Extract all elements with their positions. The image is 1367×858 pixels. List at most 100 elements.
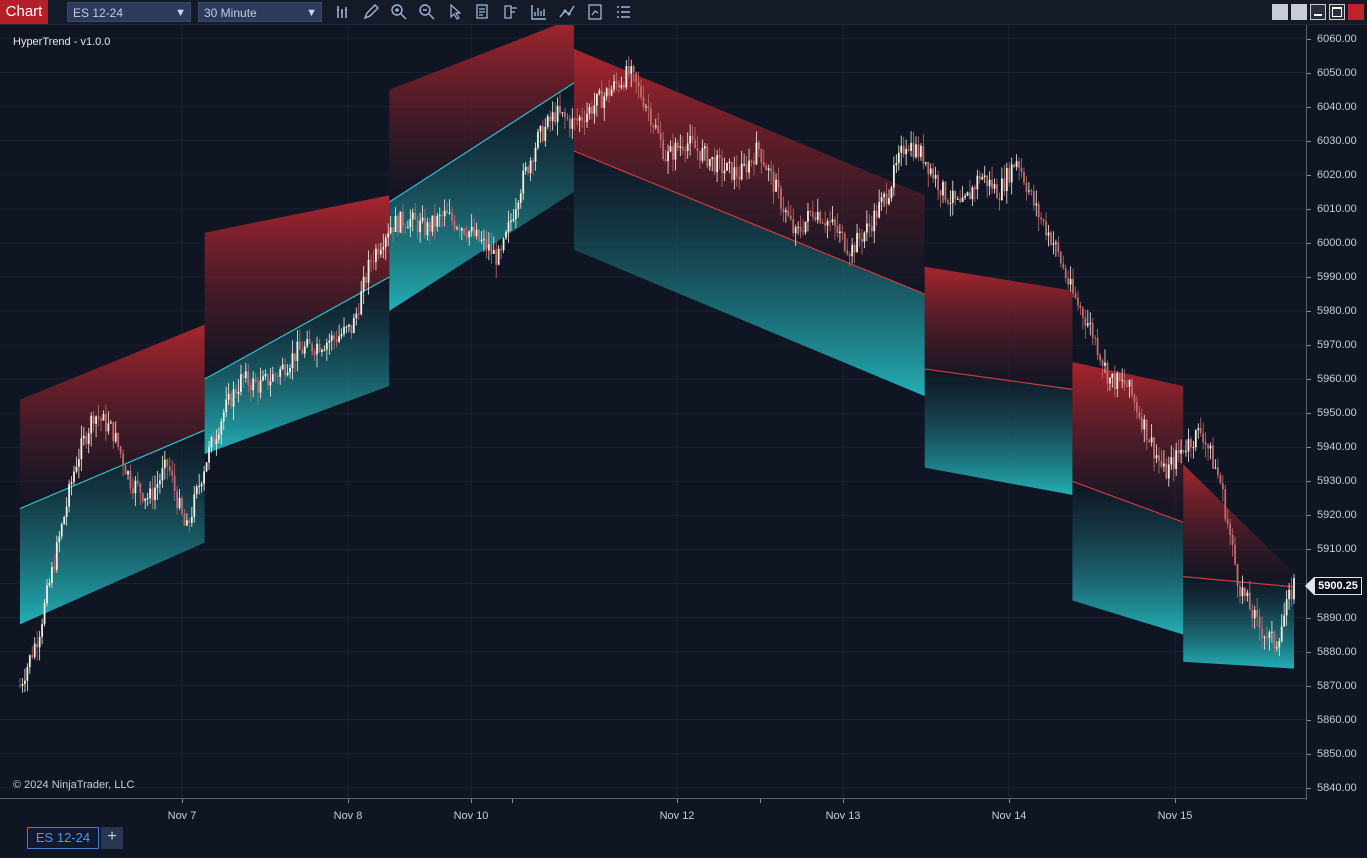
templates-icon[interactable] (502, 3, 520, 21)
candle-body (222, 412, 225, 422)
chart-menu-button[interactable]: Chart (0, 0, 48, 24)
zoom-in-icon[interactable] (390, 3, 408, 21)
candle-body (411, 212, 414, 220)
candle-body (1081, 308, 1084, 318)
time-axis[interactable]: Nov 7 Nov 8 Nov 10 Nov 12 Nov 13 Nov 14 Nov 15 (0, 798, 1306, 827)
chart-tabs-bar: ES 12-24 + (0, 826, 1367, 858)
candle-body (986, 175, 989, 187)
price-tick-mark (1307, 311, 1311, 313)
candle-body (652, 125, 655, 128)
chart-trader-icon[interactable] (586, 3, 604, 21)
candle-body (367, 259, 370, 283)
price-chart[interactable] (0, 25, 1306, 798)
tile-icon[interactable] (1291, 4, 1307, 20)
bar-type-icon[interactable] (334, 3, 352, 21)
candle-body (146, 498, 149, 500)
candle-body (684, 149, 687, 152)
candle-body (441, 215, 444, 217)
candle-body (1187, 439, 1190, 452)
pencil-icon[interactable] (362, 3, 380, 21)
candle-body (610, 89, 613, 96)
candle-body (171, 470, 174, 476)
candle-body (254, 378, 257, 383)
close-icon[interactable] (1348, 4, 1364, 20)
price-tick-mark (1307, 617, 1311, 619)
chevron-down-icon: ▼ (306, 7, 317, 19)
tab-es-12-24[interactable]: ES 12-24 (27, 827, 99, 849)
time-tick-label: Nov 8 (333, 810, 363, 822)
candle-body (1229, 523, 1232, 535)
candle-body (1131, 379, 1133, 396)
candle-body (1190, 439, 1192, 448)
lower-band (1183, 576, 1294, 669)
candle-body (247, 371, 250, 385)
candle-body (357, 313, 360, 315)
restore-icon[interactable] (1272, 4, 1288, 20)
candle-body (1258, 616, 1261, 629)
time-tick-mark (471, 799, 472, 803)
candle-body (949, 202, 952, 204)
candle-body (870, 226, 873, 232)
candle-body (794, 227, 797, 234)
candle-body (55, 542, 58, 570)
candle-body (603, 96, 606, 108)
candle-body (1005, 167, 1008, 192)
candle-body (897, 152, 900, 164)
candle-body (885, 193, 888, 205)
maximize-icon[interactable] (1329, 4, 1345, 20)
candle-body (269, 381, 272, 386)
add-tab-button[interactable]: + (101, 827, 123, 849)
candle-body (1148, 440, 1151, 443)
candle-body (1244, 587, 1246, 597)
candle-body (1067, 277, 1070, 285)
candle-body (620, 84, 623, 88)
candle-body (1231, 534, 1234, 545)
strategies-icon[interactable] (558, 3, 576, 21)
candle-body (691, 135, 694, 141)
candle-body (80, 438, 83, 460)
candle-body (397, 216, 399, 233)
candle-body (993, 184, 996, 189)
candle-body (954, 190, 957, 199)
candle-body (210, 437, 213, 448)
candle-body (539, 126, 542, 132)
candle-body (141, 492, 144, 501)
properties-icon[interactable] (474, 3, 492, 21)
candle-body (51, 566, 53, 583)
candle-body (944, 181, 947, 201)
candle-body (46, 585, 48, 603)
indicators-icon[interactable] (530, 3, 548, 21)
candle-body (522, 170, 525, 194)
candle-body (205, 462, 208, 472)
price-tick-label: 5880.00 (1317, 645, 1357, 658)
candle-body (576, 119, 579, 121)
candle-body (667, 151, 669, 161)
minimize-icon[interactable] (1310, 4, 1326, 20)
candle-body (379, 249, 382, 255)
candle-body (404, 226, 407, 228)
candle-body (500, 248, 503, 251)
candle-body (1177, 450, 1180, 454)
zoom-out-icon[interactable] (418, 3, 436, 21)
candle-body (1010, 164, 1013, 183)
candle-body (163, 459, 166, 469)
candle-body (323, 349, 326, 351)
data-box-icon[interactable] (614, 3, 632, 21)
candle-body (527, 166, 530, 173)
candle-body (183, 513, 186, 526)
interval-selector[interactable]: 30 Minute ▼ (198, 2, 322, 22)
candle-body (382, 247, 385, 250)
candle-body (97, 416, 100, 419)
candle-body (1000, 178, 1003, 200)
candle-body (416, 219, 419, 233)
candle-body (593, 105, 596, 114)
hypertrend-bands (19, 25, 1295, 669)
price-axis[interactable]: 6060.00 6050.00 6040.00 6030.00 6020.00 6010.… (1306, 25, 1367, 800)
instrument-selector[interactable]: ES 12-24 ▼ (67, 2, 191, 22)
candle-body (1251, 609, 1254, 619)
cursor-icon[interactable] (446, 3, 464, 21)
candle-body (178, 497, 181, 509)
candle-body (1079, 305, 1082, 309)
candle-body (559, 105, 561, 113)
candle-body (608, 88, 611, 96)
